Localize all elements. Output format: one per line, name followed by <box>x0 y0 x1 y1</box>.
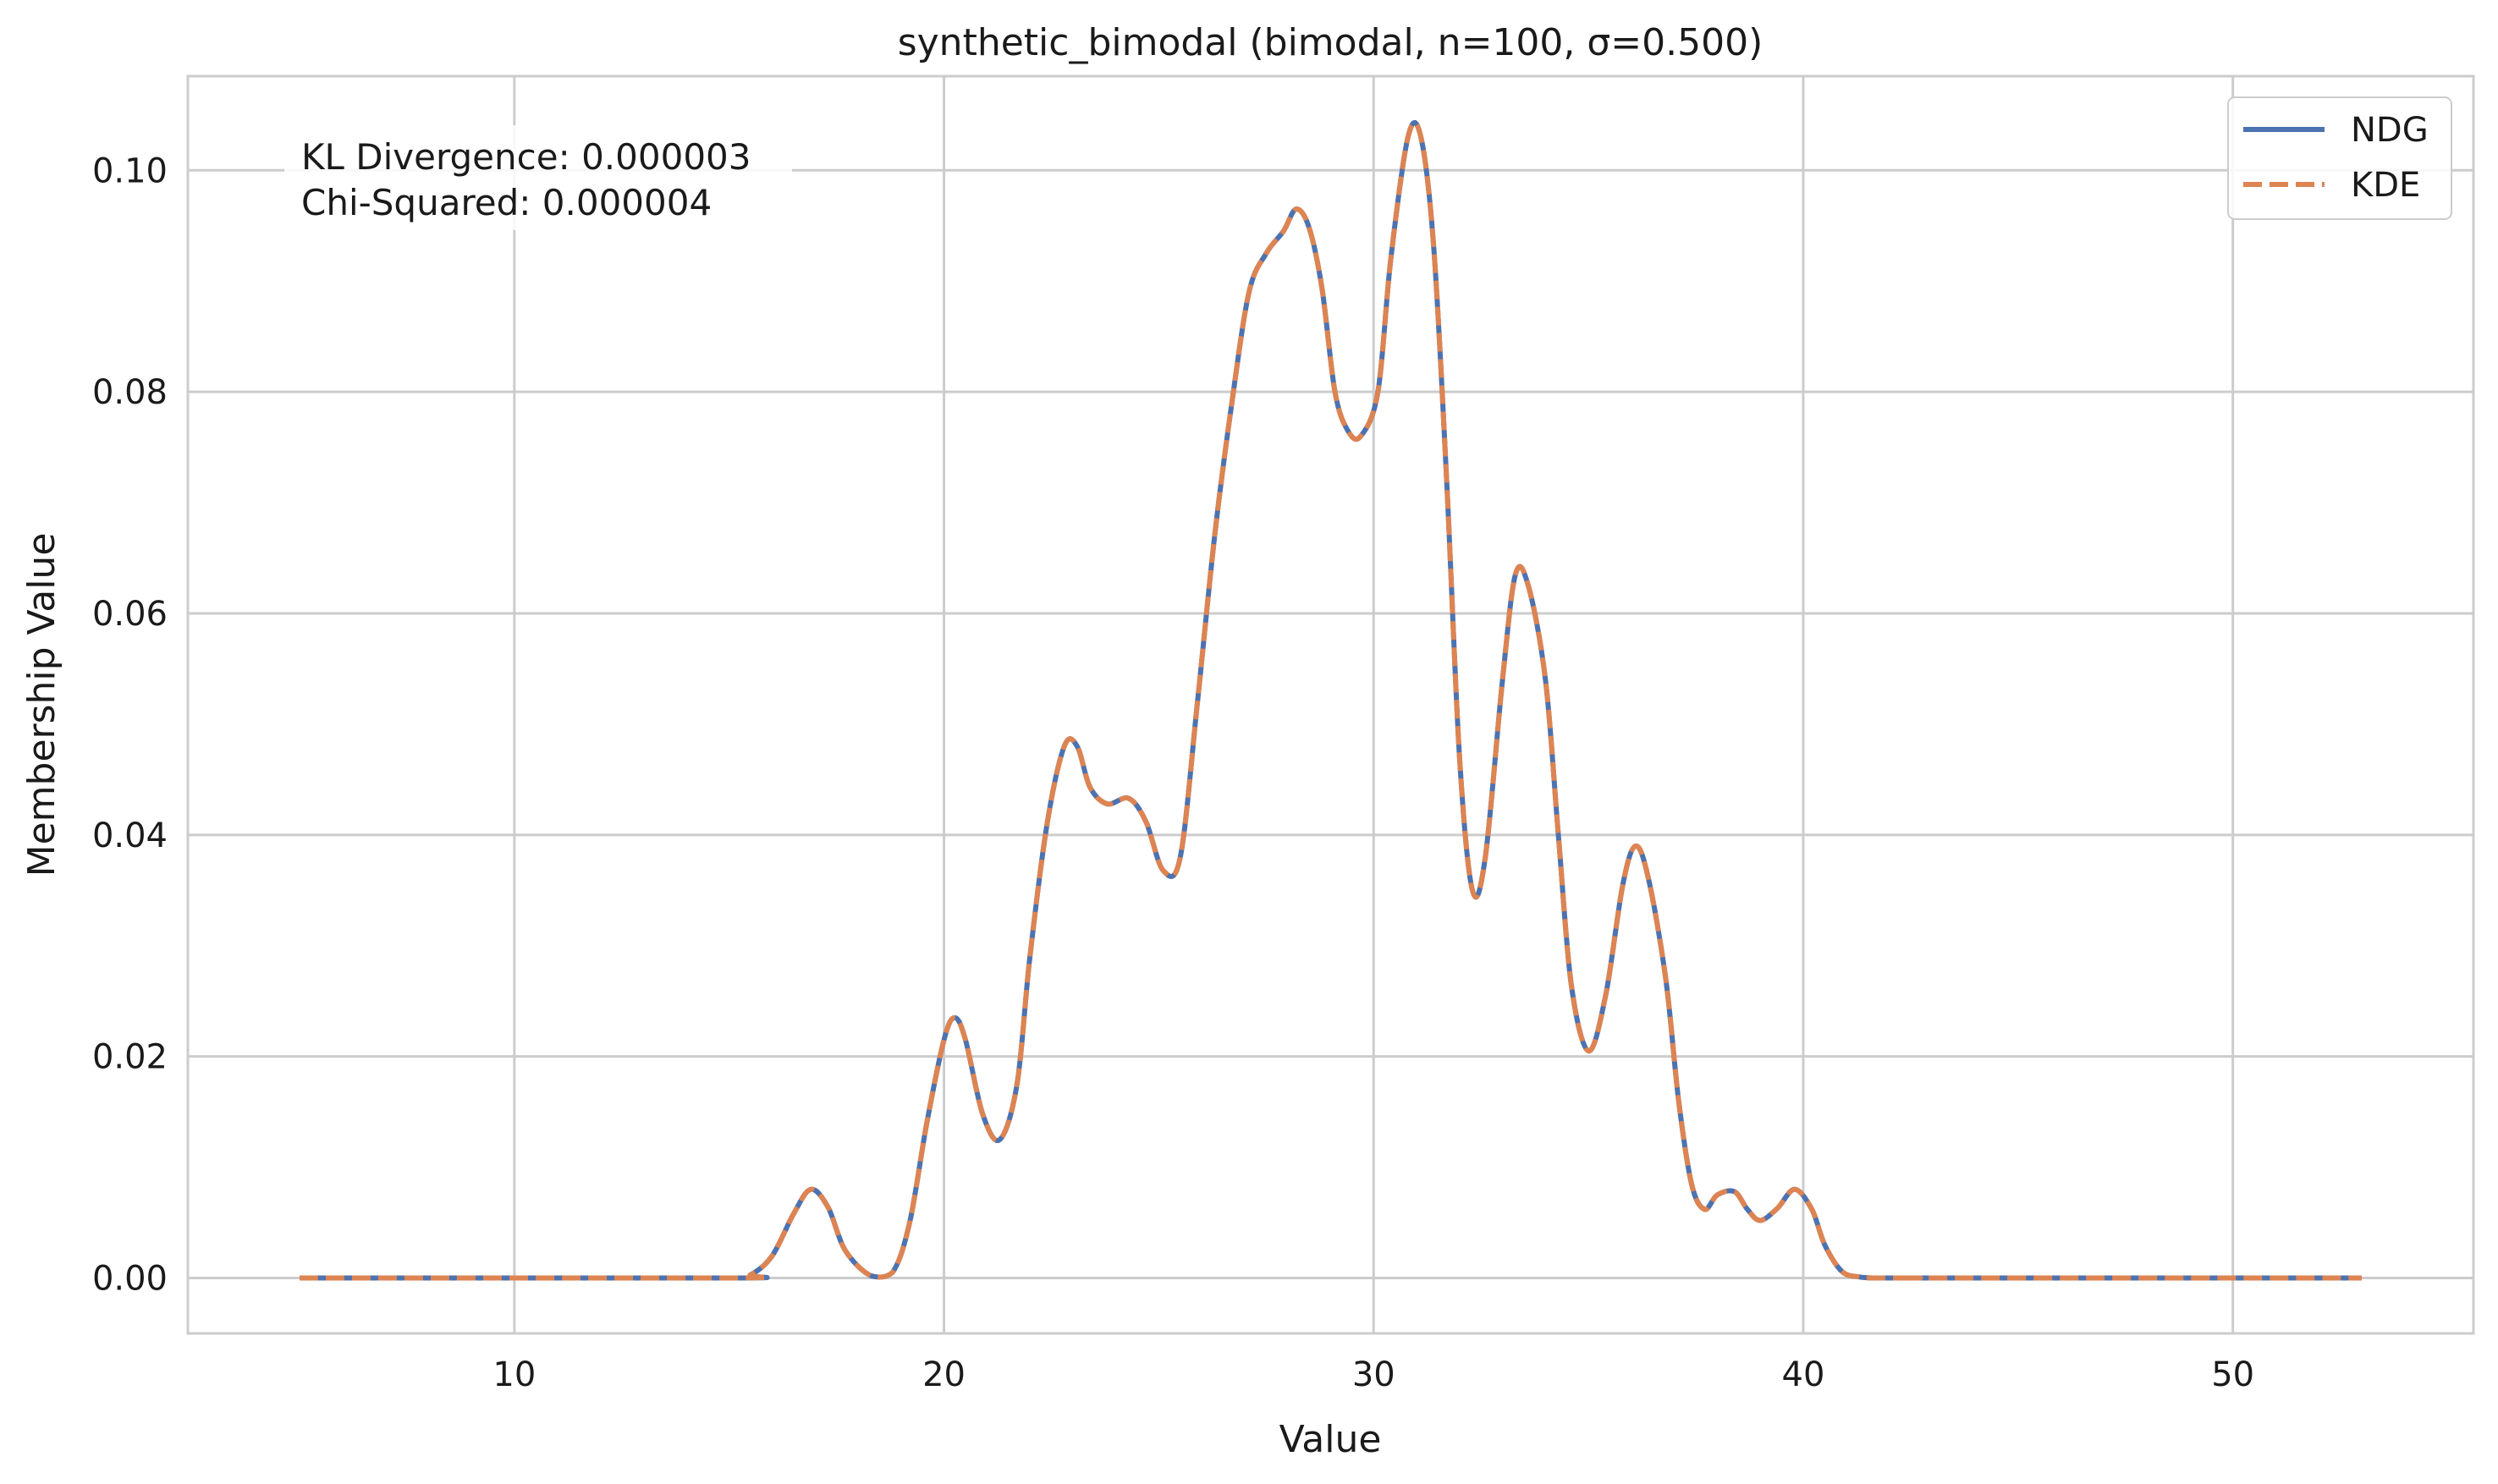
series-line-kde <box>299 119 2362 1281</box>
kl-divergence-text: KL Divergence: 0.000003 <box>301 136 751 178</box>
stats-annotation-box <box>284 125 792 230</box>
chart-title: synthetic_bimodal (bimodal, n=100, σ=0.5… <box>898 21 1763 64</box>
chi-squared-text: Chi-Squared: 0.000004 <box>301 182 712 223</box>
stats-annotation: KL Divergence: 0.000003 Chi-Squared: 0.0… <box>284 125 792 230</box>
y-tick-label: 0.02 <box>92 1038 168 1077</box>
x-tick-label: 20 <box>922 1355 966 1394</box>
grid <box>188 76 2473 1333</box>
x-tick-label: 30 <box>1352 1355 1395 1394</box>
y-tick-label: 0.06 <box>92 595 168 634</box>
plot-frame <box>186 74 2475 1335</box>
x-tick-label: 10 <box>492 1355 536 1394</box>
x-tick-label: 40 <box>1782 1355 1825 1394</box>
x-tick-label: 50 <box>2211 1355 2254 1394</box>
y-tick-label: 0.08 <box>92 373 168 412</box>
legend: NDG KDE <box>2227 96 2452 220</box>
y-tick-label: 0.00 <box>92 1260 168 1299</box>
legend-ndg-label: NDG <box>2351 111 2429 150</box>
x-axis-ticks: 10 20 30 40 50 <box>492 1355 2254 1394</box>
y-tick-label: 0.10 <box>92 151 168 190</box>
x-axis-label: Value <box>1279 1418 1382 1461</box>
y-axis-label: Membership Value <box>20 533 63 877</box>
legend-kde-label: KDE <box>2351 166 2420 205</box>
y-tick-label: 0.04 <box>92 816 168 855</box>
y-axis-ticks: 0.00 0.02 0.04 0.06 0.08 0.10 <box>92 151 168 1298</box>
series-layer <box>299 119 2362 1281</box>
